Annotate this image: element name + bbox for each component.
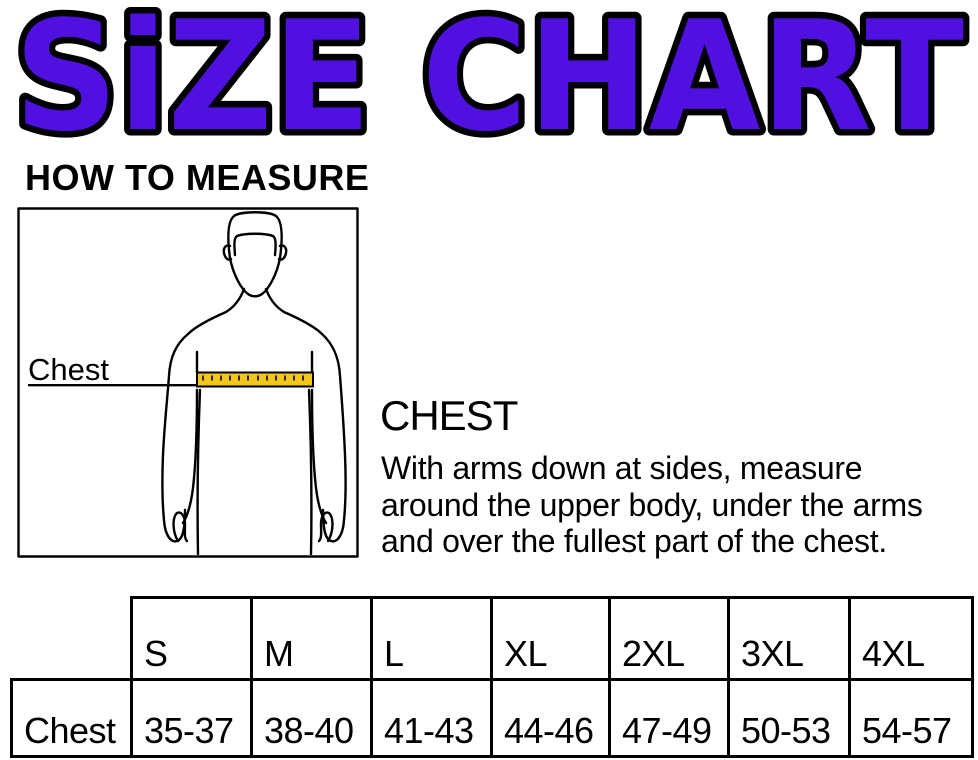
figure-box-border — [17, 207, 359, 558]
chest-measurements-row: Chest 35-37 38-40 41-43 44-46 47-49 50-5… — [10, 678, 974, 758]
measurement-figure: Chest — [17, 207, 359, 558]
figure-arm-inner-left — [181, 388, 199, 525]
row-label-chest: Chest — [10, 678, 133, 758]
size-table: S M L XL 2XL 3XL 4XL Chest 35-37 38-40 4… — [10, 596, 974, 758]
chest-value-cell: 38-40 — [250, 678, 373, 758]
chest-value-cell: 54-57 — [848, 678, 974, 758]
size-table-header-row: S M L XL 2XL 3XL 4XL — [12, 596, 974, 681]
chest-value-cell: 44-46 — [490, 678, 611, 758]
chest-value-cell: 50-53 — [727, 678, 851, 758]
figure-ear-right — [277, 244, 288, 261]
size-column-header: L — [370, 596, 493, 681]
figure-chest-label: Chest — [28, 352, 109, 387]
size-table-corner-cell — [12, 598, 132, 680]
size-column-header: XL — [490, 596, 611, 681]
size-column-header: 3XL — [727, 596, 851, 681]
figure-ear-left — [222, 244, 233, 261]
chest-value-cell: 41-43 — [370, 678, 493, 758]
figure-torso-left — [196, 388, 202, 556]
size-column-header: 4XL — [848, 596, 974, 681]
figure-arm-inner-right — [310, 388, 328, 525]
figure-head — [227, 211, 283, 298]
measuring-tape-ticks — [202, 375, 304, 381]
chest-value-cell: 47-49 — [608, 678, 730, 758]
chest-instruction-heading: CHEST — [380, 392, 518, 439]
measuring-tape — [196, 371, 314, 388]
size-chart-title-art: SiZE CHART — [8, 0, 971, 152]
size-column-header: S — [130, 596, 253, 681]
figure-thumb-left — [172, 511, 189, 543]
chest-value-cell: 35-37 — [130, 678, 253, 758]
how-to-measure-heading: HOW TO MEASURE — [25, 157, 370, 198]
figure-arm-left — [161, 287, 246, 543]
chest-instruction-text: With arms down at sides, measure around … — [381, 450, 923, 560]
figure-torso-right — [307, 388, 313, 556]
size-column-header: M — [250, 596, 373, 681]
figure-hairline — [233, 232, 277, 257]
size-column-header: 2XL — [608, 596, 730, 681]
page-title: SiZE CHART — [14, 0, 964, 152]
figure-arm-right — [264, 287, 347, 543]
figure-thumb-right — [317, 511, 334, 543]
